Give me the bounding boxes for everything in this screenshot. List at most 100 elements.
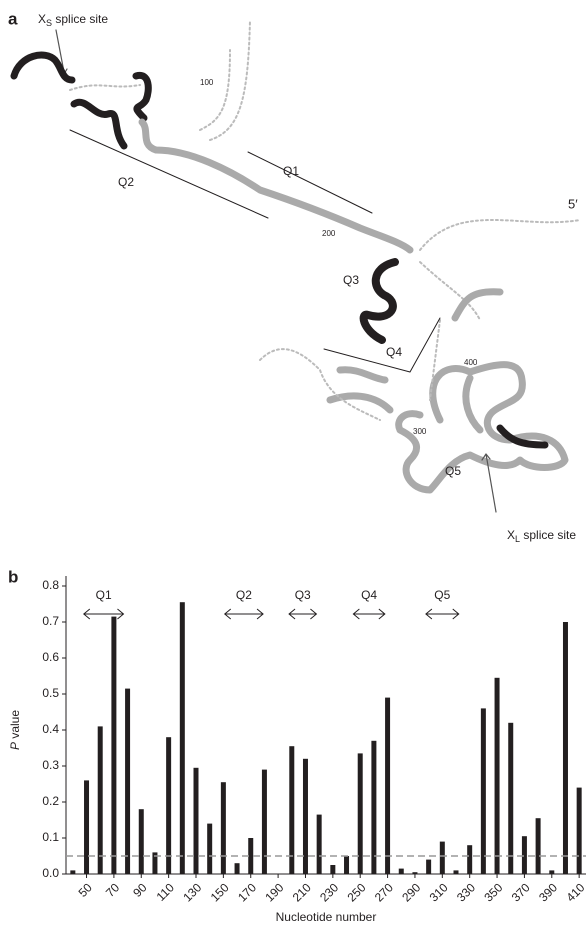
bar: [97, 726, 103, 874]
bar: [220, 782, 226, 874]
x-tick-label: 130: [180, 880, 204, 904]
y-tick-label: 0.8: [42, 578, 59, 592]
y-tick-label: 0.6: [42, 650, 59, 664]
rna-strand-gray: [326, 288, 569, 494]
rna-strand-black: [10, 51, 152, 150]
y-tick-label: 0.2: [42, 794, 59, 808]
bar: [207, 823, 213, 874]
y-axis-label: P value: [8, 710, 22, 750]
x-tick-label: 330: [454, 880, 478, 904]
y-tick-label: 0.1: [42, 830, 59, 844]
axis: [65, 576, 586, 875]
bar: [344, 856, 350, 874]
position: 400: [464, 358, 478, 367]
y-tick-label: 0.0: [42, 866, 59, 880]
panel-label: a: [8, 9, 18, 28]
x-tick-label: 270: [372, 880, 396, 904]
bar: [480, 708, 486, 874]
region-label: Q5: [434, 588, 450, 602]
region-label: Q3: [295, 588, 311, 602]
region-arrow: [352, 608, 386, 620]
arrow: [55, 29, 65, 73]
bar: [467, 845, 473, 874]
x-tick-label: 250: [345, 880, 369, 904]
region-label: Q1: [96, 588, 112, 602]
x-tick-label: 230: [317, 880, 341, 904]
five-prime: 5′: [568, 196, 578, 211]
x-tick-label: 210: [290, 880, 314, 904]
region-label: Q4: [361, 588, 377, 602]
bar: [248, 838, 254, 874]
bar: [521, 836, 527, 874]
rna-strand-black: [496, 424, 549, 449]
bar: [234, 863, 240, 874]
bar: [385, 697, 391, 874]
sequence: [69, 19, 581, 321]
panel-b: b P value Nucleotide number 0.0 0.1 0.2 0.3…: [8, 567, 587, 924]
bar: [84, 780, 90, 874]
bar: [535, 818, 541, 874]
bar: [302, 758, 308, 874]
x-tick-label: 390: [536, 880, 560, 904]
position: 300: [413, 427, 427, 436]
region-label: Q3: [343, 273, 359, 287]
bar: [125, 688, 131, 874]
rna-strand-black: [359, 258, 399, 344]
bar: [70, 870, 76, 874]
panel-a: a XS splice site Q1 Q2 Q3 Q4 Q5 5′ 100 2…: [8, 9, 581, 544]
x-tick-label: 110: [154, 880, 178, 904]
x-tick-label: 410: [563, 880, 587, 904]
region-label: Q1: [283, 164, 299, 178]
rna-strand-gray: [138, 118, 414, 254]
bar: [316, 814, 322, 874]
x-tick-label: 50: [76, 880, 96, 900]
bar: [508, 722, 514, 874]
region-arrow: [223, 608, 264, 620]
panel-label: b: [8, 567, 18, 586]
x-tick-label: 90: [130, 880, 150, 900]
bar: [138, 809, 144, 874]
x-tick-label: 310: [427, 880, 451, 904]
x-tick-label: 370: [509, 880, 533, 904]
x-tick-label: 70: [103, 880, 123, 900]
region-label: Q4: [386, 345, 402, 359]
xl-site-label: XL splice site: [507, 528, 576, 544]
sequence: [259, 319, 441, 421]
bar: [576, 787, 582, 874]
bar: [494, 677, 500, 874]
bar: [562, 622, 568, 874]
x-tick-label: 190: [262, 880, 286, 904]
xs-site-label: XS splice site: [38, 12, 108, 28]
bar: [412, 872, 418, 874]
bar: [453, 870, 459, 874]
bar: [439, 841, 445, 874]
x-tick-label: 350: [481, 880, 505, 904]
x-tick-label: 290: [399, 880, 423, 904]
arrow: [481, 453, 497, 513]
bar: [357, 753, 363, 874]
bar: [549, 870, 555, 874]
position: 200: [322, 229, 336, 238]
bar: [426, 859, 432, 874]
region-label: Q2: [236, 588, 252, 602]
bar: [398, 868, 404, 874]
bar: [111, 616, 117, 874]
x-tick-label: 170: [235, 880, 259, 904]
region-label: Q5: [445, 464, 461, 478]
region-arrow: [288, 608, 318, 620]
x-axis-label: Nucleotide number: [276, 910, 377, 924]
bar: [152, 852, 158, 874]
region-label: Q2: [118, 175, 134, 189]
bar: [179, 602, 185, 874]
position: 100: [200, 78, 214, 87]
y-tick-label: 0.7: [42, 614, 59, 628]
bar: [371, 740, 377, 874]
bar: [261, 769, 267, 874]
bar: [289, 746, 295, 874]
bar: [193, 767, 199, 874]
x-tick-label: 150: [208, 880, 232, 904]
region-line: [69, 129, 441, 373]
bar: [166, 737, 172, 874]
y-tick-label: 0.4: [42, 722, 59, 736]
